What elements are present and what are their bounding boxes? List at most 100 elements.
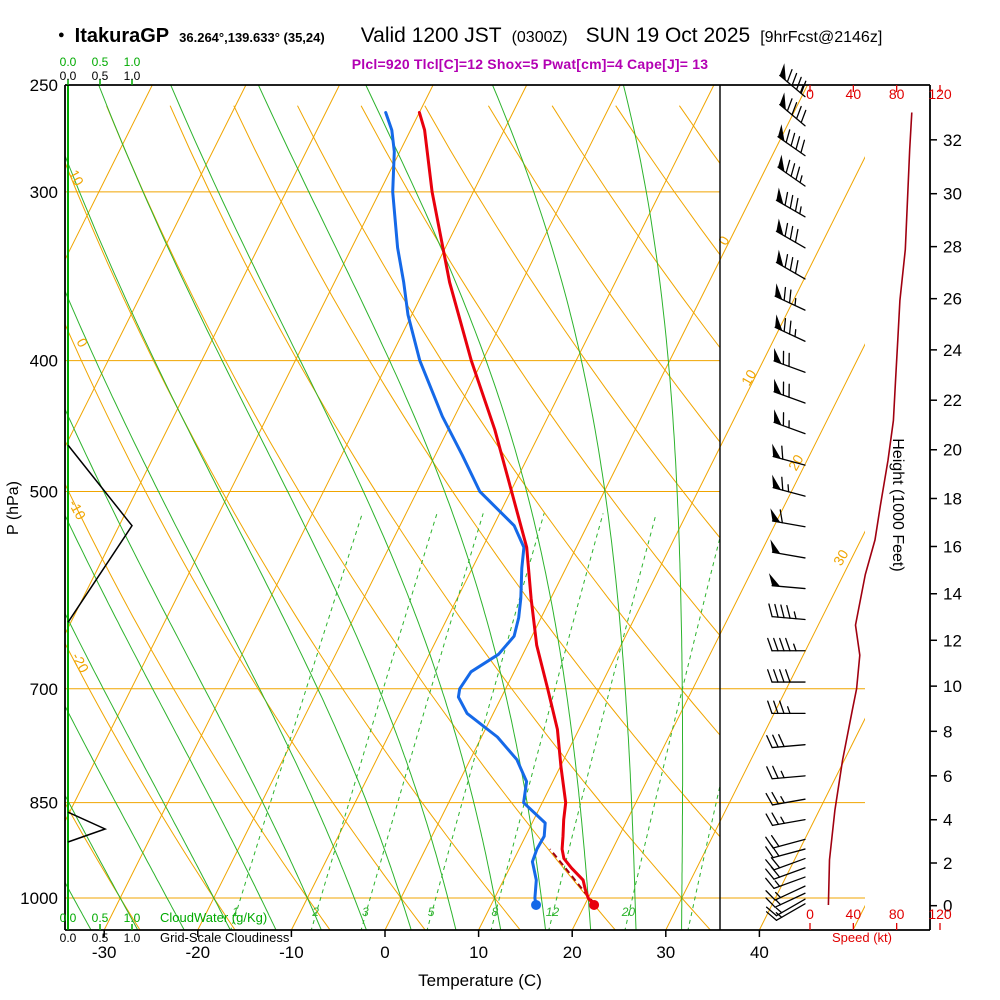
pressure-tick-label: 250 — [30, 76, 58, 95]
cloudwater-scale-label: 0.5 — [92, 911, 109, 925]
height-axis-title: Height (1000 Feet) — [889, 438, 906, 571]
speed-tick-label: 120 — [928, 86, 952, 102]
valid-date: SUN 19 Oct 2025 — [585, 24, 751, 47]
cloudiness-scale-label: 1.0 — [124, 69, 141, 83]
height-tick-label: 12 — [943, 631, 962, 650]
svg-text:20: 20 — [621, 905, 636, 919]
svg-text:8: 8 — [492, 905, 499, 919]
svg-text:3: 3 — [362, 905, 369, 919]
cloudwater-scale-label: 1.0 — [124, 911, 141, 925]
height-tick-label: 16 — [943, 537, 962, 556]
speed-curve — [827, 112, 913, 906]
cloudiness-scale-label: 1.0 — [124, 931, 141, 945]
temp-tick-label: 0 — [380, 943, 389, 962]
pressure-tick-label: 1000 — [20, 889, 58, 908]
svg-text:10: 10 — [738, 367, 760, 389]
height-tick-label: 28 — [943, 238, 962, 257]
svg-text:5: 5 — [428, 905, 435, 919]
temperature-curve — [417, 111, 596, 907]
surface-temp-dot — [589, 899, 600, 910]
temp-axis-title: Temperature (C) — [418, 971, 542, 990]
pressure-tick-label: 850 — [30, 794, 58, 813]
wind-barbs — [765, 63, 807, 921]
cloudwater-scale-label: 0.5 — [92, 55, 109, 69]
height-tick-label: 0 — [943, 897, 952, 916]
height-tick-label: 6 — [943, 767, 952, 786]
temp-tick-label: 10 — [469, 943, 488, 962]
speed-tick-label: 0 — [806, 86, 814, 102]
sounding-parameters: Plcl=920 Tlcl[C]=12 Shox=5 Pwat[cm]=4 Ca… — [351, 56, 709, 72]
station-marker-icon: ● — [58, 29, 65, 41]
height-tick-label: 20 — [943, 441, 962, 460]
height-tick-label: 22 — [943, 391, 962, 410]
pressure-tick-label: 500 — [30, 482, 58, 501]
height-tick-label: 14 — [943, 585, 962, 604]
height-tick-label: 30 — [943, 185, 962, 204]
svg-text:-20: -20 — [69, 650, 93, 676]
speed-axis-title: Speed (kt) — [832, 930, 892, 945]
svg-text:0: 0 — [74, 335, 92, 350]
chart-borders — [64, 84, 931, 931]
isotherms — [65, 85, 865, 930]
surface-dewpoint-dot — [531, 899, 542, 910]
height-tick-label: 4 — [943, 811, 952, 830]
mixing-ratio-labels: 1 2 3 5 8 12 20 — [232, 905, 635, 919]
cloudwater-scale-label: 0.0 — [60, 911, 77, 925]
dry-adiabats — [65, 105, 720, 930]
speed-tick-label: 40 — [846, 86, 862, 102]
pressure-gridlines — [65, 191, 865, 899]
valid-time: Valid 1200 JST — [360, 24, 502, 47]
pressure-tick-label: 700 — [30, 680, 58, 699]
temp-tick-label: -10 — [279, 943, 304, 962]
cloudiness-scale-label: 0.0 — [60, 931, 77, 945]
cloudiness-scale-label: 0.5 — [92, 931, 109, 945]
speed-tick-label: 40 — [846, 906, 862, 922]
station-name: ItakuraGP — [74, 25, 170, 47]
speed-tick-label: 120 — [928, 906, 952, 922]
svg-text:30: 30 — [830, 547, 852, 569]
speed-tick-label: 80 — [889, 906, 905, 922]
cloudiness-scale-label: 0.0 — [60, 69, 77, 83]
height-tick-label: 2 — [943, 854, 952, 873]
cloudwater-scale-label: 0.0 — [60, 55, 77, 69]
svg-text:1: 1 — [232, 905, 239, 919]
svg-text:2: 2 — [311, 905, 319, 919]
height-tick-label: 8 — [943, 722, 952, 741]
cloudwater-scale-label: 1.0 — [124, 55, 141, 69]
cloudiness-axis-title: Grid-Scale Cloudiness — [160, 930, 290, 945]
pressure-axis-title: P (hPa) — [5, 481, 22, 535]
cloudwater-axis-title: CloudWater (g/Kg) — [160, 910, 267, 925]
temp-tick-label: 30 — [656, 943, 675, 962]
svg-text:-10: -10 — [66, 497, 90, 523]
cloud-scales: 0.00.00.00.00.50.50.50.51.01.01.01.0Clou… — [60, 55, 290, 945]
valid-time-utc: (0300Z) — [511, 29, 568, 46]
moist-adiabats — [65, 85, 684, 930]
svg-text:0: 0 — [715, 233, 733, 248]
parcel-path — [549, 848, 596, 905]
temp-tick-label: -30 — [92, 943, 117, 962]
temp-tick-label: 20 — [563, 943, 582, 962]
forecast-tag: [9hrFcst@2146z] — [760, 29, 883, 46]
pressure-tick-label: 400 — [30, 352, 58, 371]
height-tick-label: 10 — [943, 677, 962, 696]
svg-text:10: 10 — [66, 167, 88, 188]
height-tick-label: 32 — [943, 131, 962, 150]
mixing-ratio-lines — [230, 513, 720, 930]
temp-tick-label: 40 — [750, 943, 769, 962]
pressure-tick-label: 300 — [30, 183, 58, 202]
speed-tick-label: 0 — [806, 906, 814, 922]
temp-tick-label: -20 — [186, 943, 211, 962]
speed-tick-label: 80 — [889, 86, 905, 102]
station-coordinates: 36.264°,139.633° (35,24) — [179, 30, 325, 45]
cloudiness-scale-label: 0.5 — [92, 69, 109, 83]
height-tick-label: 18 — [943, 489, 962, 508]
height-tick-label: 26 — [943, 290, 962, 309]
height-tick-label: 24 — [943, 341, 962, 360]
dewpoint-curve — [384, 111, 547, 907]
cloudiness-profile — [67, 444, 133, 843]
chart-header: ● ItakuraGP 36.264°,139.633° (35,24) Val… — [58, 24, 990, 48]
svg-text:12: 12 — [546, 905, 560, 919]
